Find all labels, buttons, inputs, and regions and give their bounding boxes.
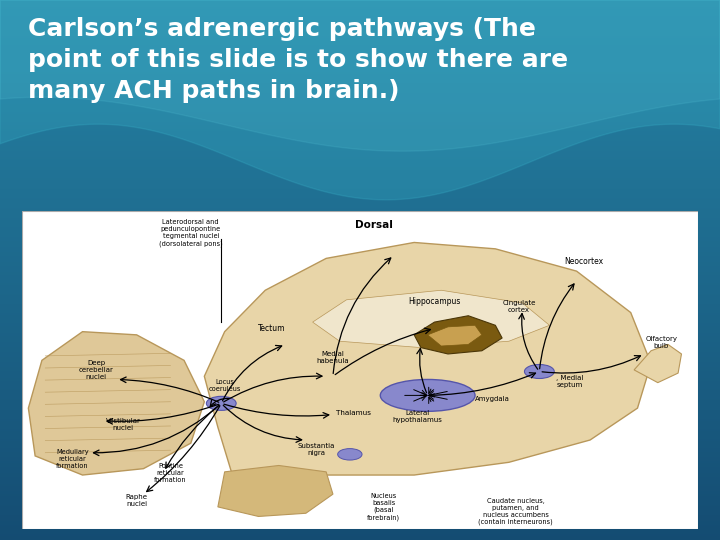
Text: Raphe
nuclei: Raphe nuclei <box>126 494 148 507</box>
Text: Hippocampus: Hippocampus <box>408 297 461 306</box>
Text: Medial
habenula: Medial habenula <box>317 350 349 363</box>
Text: Lateral
hypothalamus: Lateral hypothalamus <box>392 410 443 423</box>
Text: Substantia
nigra: Substantia nigra <box>297 443 335 456</box>
Text: Olfactory
bulb: Olfactory bulb <box>645 336 678 349</box>
Ellipse shape <box>380 380 475 411</box>
Polygon shape <box>204 242 651 475</box>
Polygon shape <box>428 325 482 346</box>
Text: Amygdala: Amygdala <box>474 396 510 402</box>
Text: Locus
coeruleus: Locus coeruleus <box>209 379 240 393</box>
Text: Medullary
reticular
formation: Medullary reticular formation <box>56 449 89 469</box>
Circle shape <box>524 364 554 379</box>
Polygon shape <box>414 316 502 354</box>
Circle shape <box>338 449 362 460</box>
Text: Pontine
reticular
formation: Pontine reticular formation <box>154 463 186 483</box>
Text: , Medial
septum: , Medial septum <box>557 375 584 388</box>
Circle shape <box>207 396 236 410</box>
Text: Vestibular
nuclei: Vestibular nuclei <box>106 417 140 430</box>
Text: Dorsal: Dorsal <box>354 220 392 230</box>
Text: Deep
cerebellar
nuclei: Deep cerebellar nuclei <box>78 360 114 380</box>
Polygon shape <box>28 332 204 475</box>
Text: Caudate nucleus,
putamen, and
nucleus accumbens
(contain interneurons): Caudate nucleus, putamen, and nucleus ac… <box>478 498 553 525</box>
Polygon shape <box>312 291 549 348</box>
FancyBboxPatch shape <box>22 211 698 529</box>
Text: Laterodorsal and
pedunculopontine
tegmental nuclei
(dorsolateral pons): Laterodorsal and pedunculopontine tegmen… <box>159 219 222 247</box>
Text: Nucleus
basalis
(basal
forebrain): Nucleus basalis (basal forebrain) <box>367 493 400 521</box>
Text: Carlson’s adrenergic pathways (The
point of this slide is to show there are
many: Carlson’s adrenergic pathways (The point… <box>28 17 568 103</box>
Text: Thalamus: Thalamus <box>336 410 371 416</box>
Polygon shape <box>634 345 681 383</box>
Text: Cingulate
cortex: Cingulate cortex <box>503 300 536 313</box>
Polygon shape <box>218 465 333 516</box>
Text: Neocortex: Neocortex <box>564 257 603 266</box>
Text: Tectum: Tectum <box>258 324 286 333</box>
